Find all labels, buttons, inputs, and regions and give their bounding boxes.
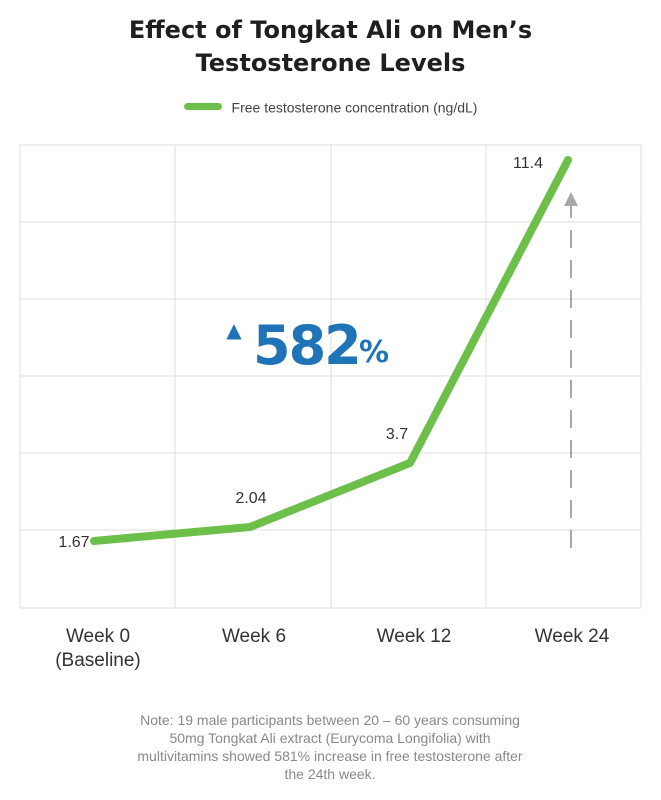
x-tick-label: Week 12 [377, 626, 452, 647]
footnote: Note: 19 male participants between 20 – … [137, 712, 523, 782]
data-label: 11.4 [513, 155, 543, 172]
legend-label: Free testosterone concentration (ng/dL) [231, 99, 478, 116]
line-chart: 1.67 2.04 3.7 11.4 Week 0 (Baseline) Week 6 Wee… [19, 144, 642, 671]
chart-title-line-1: Effect of Tongkat Ali on Men’s [128, 16, 533, 44]
data-label: 2.04 [235, 490, 266, 507]
legend: Free testosterone concentration (ng/dL) [0, 98, 661, 115]
data-label: 1.67 [58, 534, 89, 551]
data-label: 3.7 [386, 426, 408, 443]
x-tick-label: Week 24 [535, 626, 610, 647]
x-tick-label: Week 0 (Baseline) [55, 626, 141, 671]
legend-swatch [183, 102, 222, 110]
growth-arrow-head-icon [564, 192, 578, 206]
increase-arrow-icon: ▲ [226, 318, 242, 342]
chart-title-line-2: Testosterone Levels [195, 49, 466, 77]
x-tick-label: Week 6 [222, 626, 286, 647]
chart-title: Effect of Tongkat Ali on Men’s Testoster… [0, 14, 661, 80]
series-line [90, 156, 572, 545]
increase-value: 582 [253, 314, 360, 377]
increase-unit: % [359, 335, 389, 370]
